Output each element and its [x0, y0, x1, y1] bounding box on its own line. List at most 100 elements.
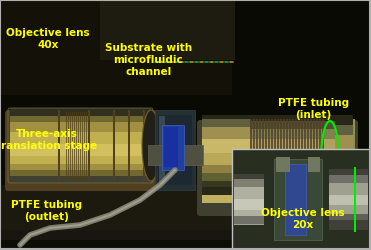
Bar: [78, 112, 79, 179]
Bar: [202, 127, 250, 141]
Bar: [335, 119, 355, 201]
Bar: [286, 119, 288, 201]
Text: PTFE tubing
(inlet): PTFE tubing (inlet): [278, 98, 349, 120]
Text: Objective lens
40x: Objective lens 40x: [6, 28, 90, 50]
Bar: [10, 156, 151, 166]
Bar: [276, 157, 290, 172]
Bar: [256, 119, 257, 201]
Bar: [58, 110, 60, 181]
FancyBboxPatch shape: [197, 120, 358, 216]
Bar: [329, 183, 368, 197]
Bar: [66, 112, 67, 179]
Bar: [234, 179, 265, 189]
Bar: [80, 112, 81, 179]
Bar: [234, 200, 265, 211]
Text: Three-axis
translation stage: Three-axis translation stage: [0, 129, 97, 151]
Bar: [329, 175, 368, 185]
Bar: [10, 176, 151, 184]
Bar: [76, 112, 77, 179]
Bar: [128, 110, 130, 181]
Bar: [271, 119, 273, 201]
Bar: [295, 119, 296, 201]
Bar: [202, 195, 353, 203]
Bar: [335, 173, 353, 183]
Bar: [301, 119, 302, 201]
Bar: [335, 135, 353, 151]
Bar: [283, 119, 285, 201]
Bar: [307, 119, 309, 201]
Bar: [202, 139, 353, 157]
Text: PTFE tubing
(outlet): PTFE tubing (outlet): [11, 200, 82, 222]
Bar: [234, 174, 265, 225]
Bar: [322, 119, 324, 201]
Bar: [253, 119, 255, 201]
Bar: [335, 125, 353, 137]
Bar: [0, 0, 232, 95]
Bar: [72, 112, 73, 179]
Bar: [202, 173, 250, 183]
Bar: [268, 119, 269, 201]
Bar: [202, 153, 250, 167]
Bar: [308, 157, 319, 172]
Bar: [285, 164, 306, 235]
Text: Substrate with
microfluidic
channel: Substrate with microfluidic channel: [105, 44, 192, 76]
Bar: [202, 117, 250, 203]
Bar: [262, 119, 263, 201]
Bar: [250, 119, 252, 201]
Bar: [74, 112, 75, 179]
Bar: [202, 165, 250, 175]
Bar: [100, 0, 235, 60]
Bar: [234, 216, 265, 224]
Bar: [202, 139, 250, 155]
Bar: [335, 181, 353, 191]
Bar: [232, 149, 371, 250]
Bar: [259, 119, 260, 201]
Bar: [143, 110, 145, 181]
Bar: [329, 214, 368, 222]
Bar: [10, 132, 151, 147]
Bar: [316, 119, 318, 201]
Bar: [304, 119, 305, 201]
Bar: [88, 110, 90, 181]
Bar: [202, 179, 353, 189]
Bar: [10, 170, 151, 178]
Bar: [70, 112, 71, 179]
Bar: [10, 144, 151, 158]
Bar: [86, 112, 87, 179]
Bar: [10, 116, 151, 124]
Bar: [159, 116, 165, 184]
Bar: [329, 169, 368, 177]
Bar: [155, 110, 195, 190]
Bar: [202, 115, 250, 121]
Ellipse shape: [142, 110, 160, 181]
Bar: [277, 119, 279, 201]
Bar: [202, 119, 250, 129]
FancyBboxPatch shape: [5, 110, 156, 191]
Bar: [10, 164, 151, 172]
Bar: [319, 119, 321, 201]
Bar: [202, 155, 353, 171]
Bar: [0, 185, 371, 240]
Text: Objective lens
20x: Objective lens 20x: [260, 208, 344, 230]
Bar: [329, 220, 368, 230]
Bar: [274, 159, 322, 240]
Bar: [84, 112, 85, 179]
Bar: [313, 119, 315, 201]
Bar: [289, 119, 290, 201]
Bar: [202, 181, 250, 189]
Bar: [335, 163, 353, 175]
Bar: [158, 115, 192, 185]
Bar: [354, 167, 356, 232]
Bar: [68, 112, 69, 179]
Bar: [329, 206, 368, 216]
Bar: [234, 187, 265, 202]
Bar: [234, 174, 265, 182]
Bar: [113, 110, 115, 181]
Bar: [335, 149, 353, 165]
Bar: [310, 119, 312, 201]
Bar: [202, 169, 353, 181]
Bar: [88, 112, 89, 179]
Bar: [148, 145, 203, 165]
Bar: [0, 170, 371, 250]
Bar: [280, 119, 282, 201]
